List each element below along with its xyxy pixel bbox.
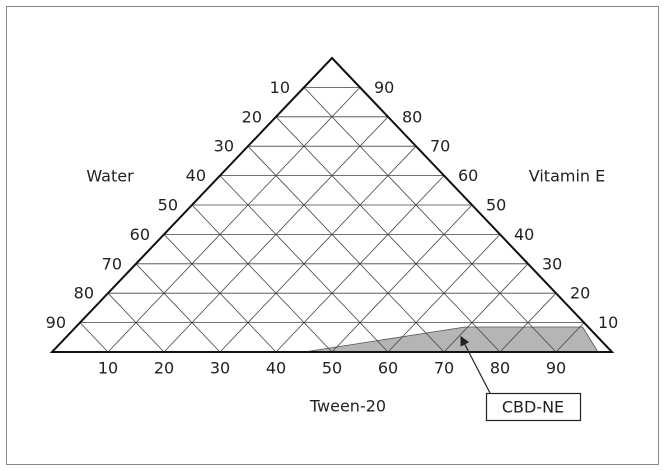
grid-line xyxy=(219,145,417,353)
left-tick-label: 10 xyxy=(270,78,290,97)
grid-line xyxy=(443,263,529,353)
left-tick-label: 80 xyxy=(74,284,94,303)
bottom-tick-label: 80 xyxy=(490,359,510,378)
right-tick-label: 30 xyxy=(542,254,562,273)
bottom-axis-label: Tween-20 xyxy=(309,397,386,416)
bottom-tick-label: 20 xyxy=(154,359,174,378)
grid-line xyxy=(135,263,221,353)
right-axis-label: Vitamin E xyxy=(529,167,605,186)
bottom-tick-label: 90 xyxy=(546,359,566,378)
left-tick-label: 40 xyxy=(186,166,206,185)
region xyxy=(303,326,599,353)
right-tick-label: 70 xyxy=(430,137,450,156)
grid-line xyxy=(107,87,361,353)
right-tick-label: 40 xyxy=(514,225,534,244)
bottom-tick-label: 30 xyxy=(210,359,230,378)
right-tick-label: 60 xyxy=(458,166,478,185)
left-tick-label: 20 xyxy=(242,107,262,126)
right-tick-label: 80 xyxy=(402,107,422,126)
annotation-box xyxy=(485,392,582,422)
left-tick-label: 70 xyxy=(102,254,122,273)
region-label: CBD-NE xyxy=(502,398,564,417)
bottom-tick-label: 70 xyxy=(434,359,454,378)
triangle xyxy=(49,56,615,353)
grid-line xyxy=(331,204,473,353)
bottom-tick-label: 50 xyxy=(322,359,342,378)
bottom-tick-label: 10 xyxy=(98,359,118,378)
left-tick-label: 90 xyxy=(46,313,66,332)
frame xyxy=(6,6,659,465)
right-tick-label: 90 xyxy=(374,78,394,97)
left-tick-label: 50 xyxy=(158,196,178,215)
bottom-tick-label: 40 xyxy=(266,359,286,378)
grid-line xyxy=(555,322,585,353)
annotation-arrow xyxy=(460,335,491,394)
right-tick-label: 10 xyxy=(598,313,618,332)
right-tick-label: 20 xyxy=(570,284,590,303)
left-tick-label: 30 xyxy=(214,137,234,156)
grid-line xyxy=(79,322,109,353)
left-axis-label: Water xyxy=(86,167,134,186)
grid-line xyxy=(247,145,445,353)
grid-line xyxy=(303,87,557,353)
left-tick-label: 60 xyxy=(130,225,150,244)
right-tick-label: 50 xyxy=(486,196,506,215)
grid-line xyxy=(191,204,333,353)
bottom-tick-label: 60 xyxy=(378,359,398,378)
